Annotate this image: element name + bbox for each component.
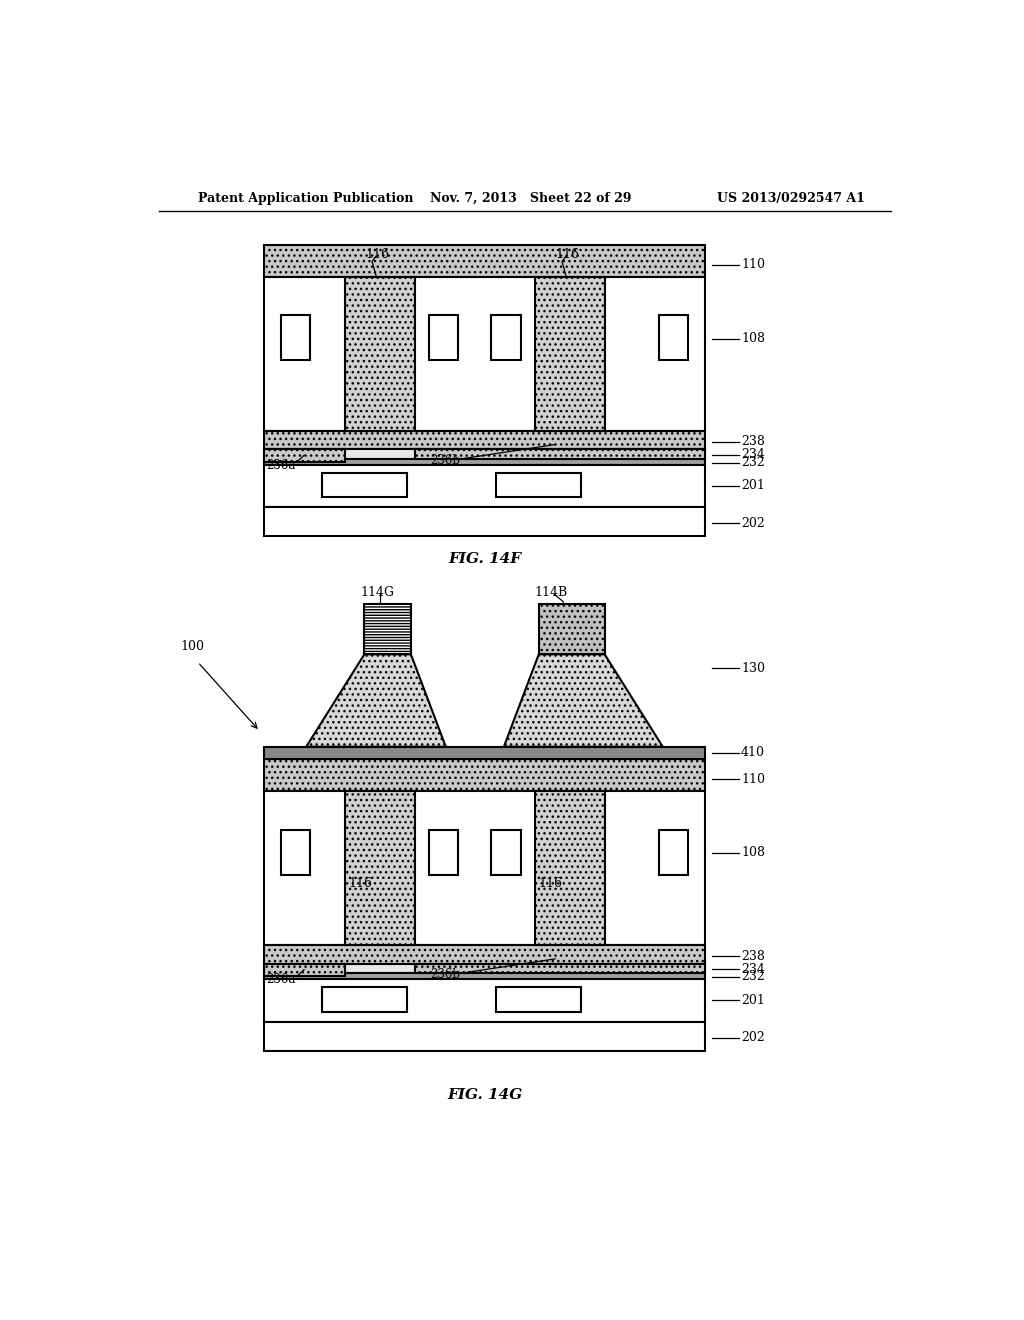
Text: 130: 130 xyxy=(741,661,765,675)
Polygon shape xyxy=(504,655,663,747)
Bar xyxy=(492,830,521,875)
Bar xyxy=(535,792,604,945)
Bar xyxy=(281,315,310,360)
Text: 236b: 236b xyxy=(430,968,460,981)
Text: FIG. 14F: FIG. 14F xyxy=(447,552,521,566)
Text: 236b: 236b xyxy=(430,454,460,467)
Text: 108: 108 xyxy=(741,846,765,859)
Bar xyxy=(263,465,706,507)
Bar xyxy=(263,459,706,465)
Text: 232: 232 xyxy=(741,455,765,469)
Bar xyxy=(429,830,458,875)
Text: Patent Application Publication: Patent Application Publication xyxy=(198,191,414,205)
Bar xyxy=(263,792,706,945)
Bar xyxy=(263,979,706,1022)
Text: 110: 110 xyxy=(741,772,765,785)
Bar xyxy=(263,964,345,977)
Bar xyxy=(263,945,706,964)
Text: 100: 100 xyxy=(180,640,205,653)
Bar xyxy=(263,450,345,462)
Bar xyxy=(415,964,706,973)
Bar xyxy=(263,449,706,459)
Text: 116: 116 xyxy=(366,248,390,261)
Text: 410: 410 xyxy=(741,746,765,759)
Text: 234: 234 xyxy=(741,962,765,975)
Text: 236a: 236a xyxy=(266,973,295,986)
Text: 114G: 114G xyxy=(360,586,394,599)
Bar xyxy=(322,473,407,498)
Bar xyxy=(345,792,415,945)
Polygon shape xyxy=(306,655,445,747)
Text: 232: 232 xyxy=(741,970,765,983)
Text: 234: 234 xyxy=(741,449,765,462)
Text: 108: 108 xyxy=(741,333,765,345)
Bar xyxy=(415,449,706,459)
Bar xyxy=(365,605,411,655)
Text: 201: 201 xyxy=(741,479,765,492)
Text: 238: 238 xyxy=(741,949,765,962)
Text: US 2013/0292547 A1: US 2013/0292547 A1 xyxy=(717,191,865,205)
Text: 202: 202 xyxy=(741,517,765,529)
Text: 201: 201 xyxy=(741,994,765,1007)
Text: 110: 110 xyxy=(741,259,765,271)
Text: 236a: 236a xyxy=(266,459,295,473)
Bar xyxy=(263,277,706,430)
Text: Nov. 7, 2013   Sheet 22 of 29: Nov. 7, 2013 Sheet 22 of 29 xyxy=(430,191,632,205)
Text: 116: 116 xyxy=(556,248,580,261)
Text: 114B: 114B xyxy=(535,586,568,599)
Bar xyxy=(263,430,706,449)
Bar xyxy=(492,315,521,360)
Bar xyxy=(535,277,604,430)
Text: 202: 202 xyxy=(741,1031,765,1044)
Bar xyxy=(263,1022,706,1051)
Bar xyxy=(496,473,582,498)
Text: 116: 116 xyxy=(539,878,563,890)
Bar xyxy=(263,973,706,979)
Bar xyxy=(322,987,407,1011)
Bar xyxy=(263,747,706,759)
Bar xyxy=(658,315,688,360)
Bar xyxy=(429,315,458,360)
Bar xyxy=(496,987,582,1011)
Bar xyxy=(345,277,415,430)
Bar xyxy=(263,507,706,536)
Text: 238: 238 xyxy=(741,436,765,449)
Bar xyxy=(539,605,604,655)
Bar xyxy=(263,964,706,973)
Bar xyxy=(263,759,706,792)
Bar xyxy=(658,830,688,875)
Text: FIG. 14G: FIG. 14G xyxy=(446,1089,522,1102)
Bar xyxy=(281,830,310,875)
Bar xyxy=(263,244,706,277)
Text: 116: 116 xyxy=(349,878,373,890)
